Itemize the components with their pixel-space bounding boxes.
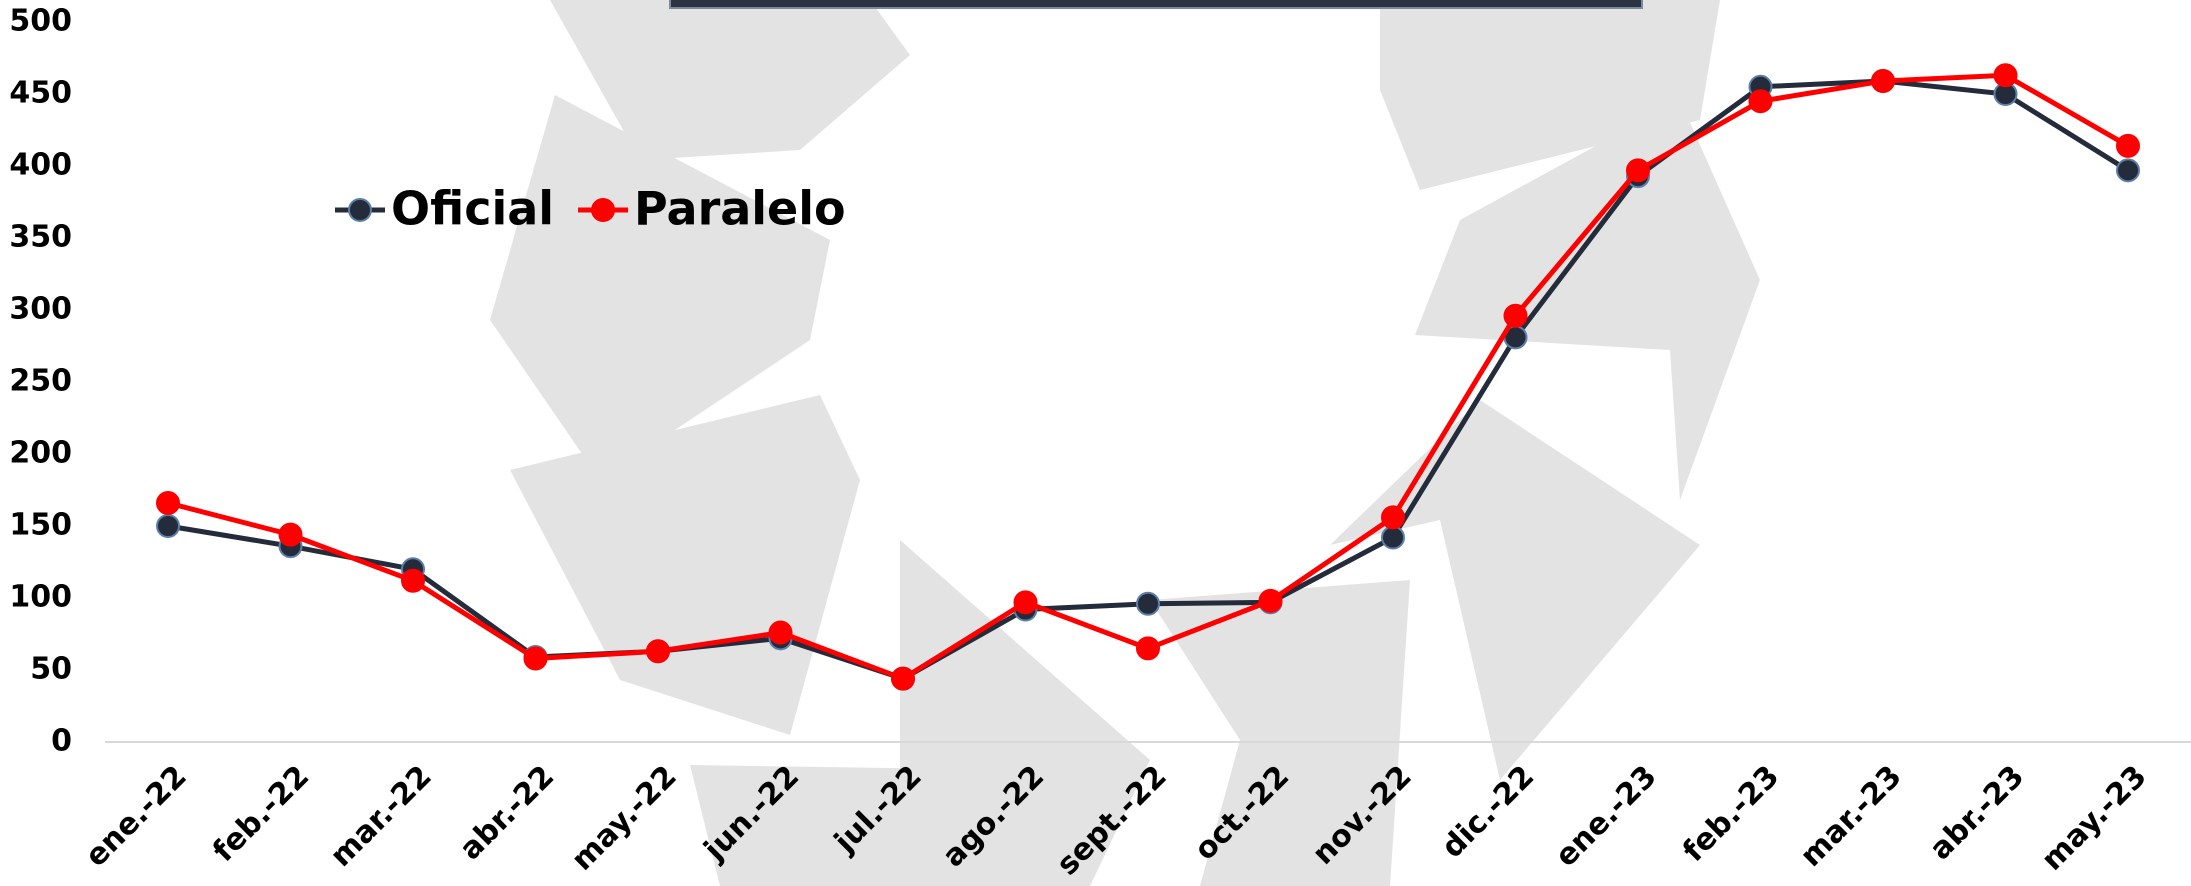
x-tick-label: may.-22 — [565, 759, 684, 878]
x-tick-label: mar.-22 — [324, 759, 439, 874]
data-point — [401, 568, 425, 593]
y-tick-label: 400 — [9, 148, 72, 183]
legend-label: Paralelo — [634, 182, 846, 236]
title-box — [669, 0, 1643, 9]
data-point — [1258, 588, 1283, 613]
data-point — [646, 639, 670, 664]
y-tick-label: 500 — [9, 4, 72, 39]
x-tick-label: ene.-22 — [79, 759, 194, 874]
data-point — [1748, 89, 1773, 114]
data-point — [1871, 69, 1895, 94]
y-tick-label: 100 — [9, 580, 72, 615]
legend-label: Oficial — [391, 182, 554, 236]
data-point — [278, 522, 303, 547]
x-tick-label: feb.-22 — [206, 759, 316, 869]
y-tick-label: 450 — [9, 76, 72, 111]
legend-marker — [591, 198, 616, 222]
y-tick-label: 50 — [30, 652, 72, 687]
x-tick-label: dic.-22 — [1435, 759, 1541, 865]
data-point — [1993, 63, 2018, 88]
data-point — [1136, 636, 1160, 661]
data-point — [1381, 505, 1405, 530]
y-tick-label: 250 — [9, 364, 72, 399]
data-point — [2116, 133, 2140, 158]
x-tick-label: may.-23 — [2035, 759, 2154, 878]
data-point — [1381, 525, 1405, 550]
x-tick-label: ene.-23 — [1549, 759, 1664, 874]
data-point — [891, 666, 915, 691]
series-line — [167, 78, 2130, 682]
y-tick-label: 350 — [9, 220, 72, 255]
x-tick-label: mar.-23 — [1794, 759, 1909, 874]
watermark — [490, 0, 1760, 886]
data-point — [2116, 158, 2140, 183]
data-point — [156, 514, 180, 538]
legend-marker — [348, 198, 372, 222]
x-tick-label: abr.-23 — [1923, 759, 2031, 867]
data-point — [523, 646, 548, 671]
data-point — [1503, 303, 1528, 328]
y-tick-label: 150 — [9, 508, 72, 543]
y-tick-label: 200 — [9, 436, 72, 471]
x-tick-label: feb.-23 — [1676, 759, 1786, 869]
x-tick-label: abr.-22 — [453, 759, 561, 867]
data-point — [1013, 590, 1038, 615]
data-point — [768, 620, 793, 645]
y-tick-label: 0 — [51, 724, 72, 759]
series-line — [167, 72, 2130, 682]
data-point — [1626, 158, 1650, 183]
data-point — [1136, 591, 1160, 616]
data-point — [156, 490, 180, 515]
y-tick-label: 300 — [9, 292, 72, 327]
